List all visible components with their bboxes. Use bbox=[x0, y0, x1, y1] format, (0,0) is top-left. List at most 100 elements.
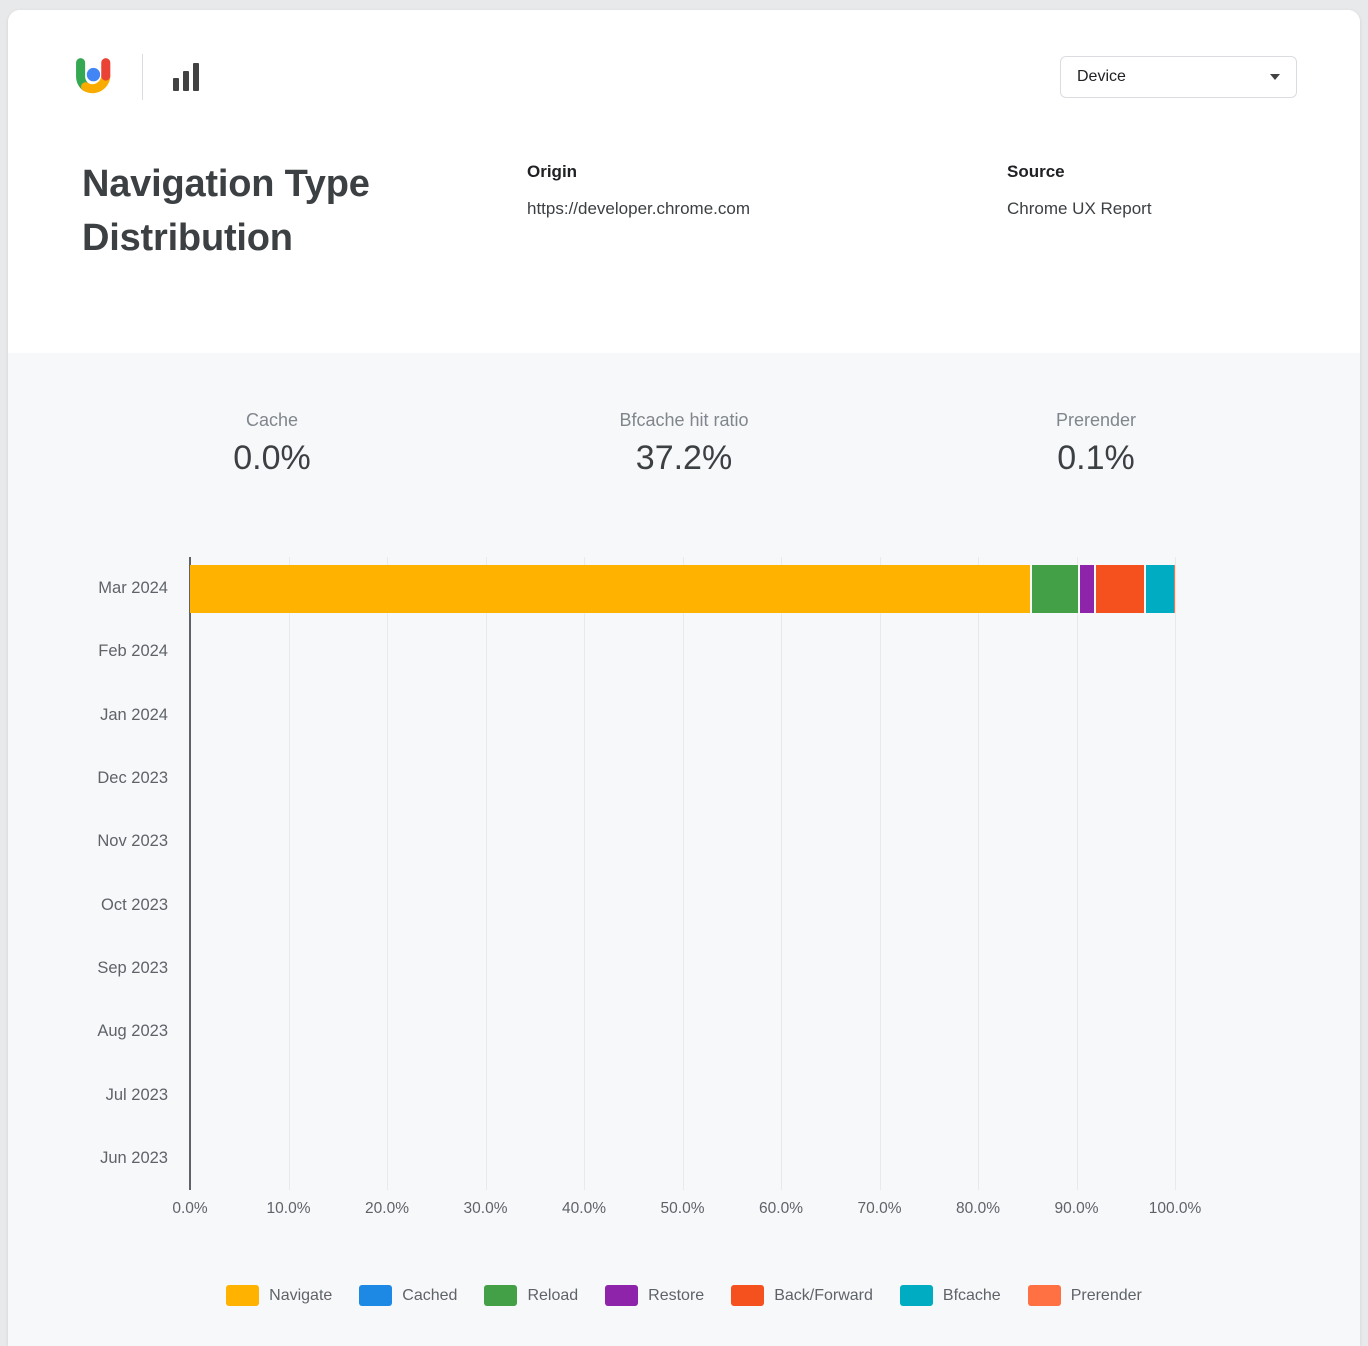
legend-swatch-cached bbox=[359, 1284, 393, 1306]
y-axis-label: Jan 2024 bbox=[100, 705, 168, 724]
legend-item-bfcache[interactable]: Bfcache bbox=[899, 1284, 1001, 1306]
chart-section: Cache 0.0% Bfcache hit ratio 37.2% Prere… bbox=[8, 353, 1360, 1346]
legend-label: Reload bbox=[527, 1286, 579, 1304]
x-axis-tick: 50.0% bbox=[660, 1199, 705, 1217]
page-title: Navigation Type Distribution bbox=[82, 163, 370, 259]
gridline bbox=[682, 557, 684, 1190]
bar-segment-bfcache[interactable] bbox=[1144, 564, 1174, 613]
bar-track bbox=[190, 564, 1175, 613]
chrome-ux-report-logo-icon bbox=[72, 56, 114, 98]
legend-swatch-restore bbox=[605, 1284, 639, 1306]
chart-row-jul-2023: Jul 2023 bbox=[8, 1063, 1175, 1126]
bar-track bbox=[190, 628, 1175, 676]
gridline bbox=[1175, 557, 1176, 1190]
gridline bbox=[584, 557, 585, 1190]
header-section: Device Navigation Type Distribution Orig… bbox=[8, 10, 1360, 353]
bar-track bbox=[190, 1008, 1175, 1056]
y-axis-label: Dec 2023 bbox=[97, 769, 168, 788]
stat-label: Prerender bbox=[1055, 410, 1137, 430]
gridline bbox=[485, 557, 487, 1190]
gridline bbox=[978, 557, 979, 1190]
chart-row-dec-2023: Dec 2023 bbox=[8, 747, 1175, 810]
origin-label: Origin bbox=[527, 162, 578, 181]
y-axis-label: Sep 2023 bbox=[97, 958, 168, 977]
chart-row-sep-2023: Sep 2023 bbox=[8, 937, 1175, 1000]
chart-row-oct-2023: Oct 2023 bbox=[8, 873, 1175, 936]
bar-segment-reload[interactable] bbox=[1030, 564, 1079, 613]
stats-row: Cache 0.0% Bfcache hit ratio 37.2% Prere… bbox=[8, 353, 1360, 478]
bar-chart-icon[interactable] bbox=[171, 62, 201, 92]
legend-item-restore[interactable]: Restore bbox=[605, 1284, 704, 1306]
legend-item-cached[interactable]: Cached bbox=[359, 1284, 458, 1306]
x-axis-tick: 10.0% bbox=[266, 1199, 311, 1217]
stat-value: 0.0% bbox=[233, 439, 311, 477]
y-axis-label: Mar 2024 bbox=[98, 579, 168, 598]
header-divider bbox=[142, 54, 143, 100]
device-dropdown-value: Device bbox=[1077, 68, 1126, 85]
chart-row-feb-2024: Feb 2024 bbox=[8, 620, 1175, 683]
crux-dashboard-card: Device Navigation Type Distribution Orig… bbox=[8, 10, 1360, 1346]
y-axis-label: Jul 2023 bbox=[105, 1085, 168, 1104]
bar-track bbox=[190, 944, 1175, 992]
bar-segment-back-forward[interactable] bbox=[1094, 564, 1145, 613]
chart-row-jan-2024: Jan 2024 bbox=[8, 684, 1175, 747]
legend-swatch-prerender bbox=[1027, 1284, 1061, 1306]
bar-track bbox=[190, 1134, 1175, 1182]
stat-label: Cache bbox=[245, 410, 299, 430]
bar-track bbox=[190, 818, 1175, 866]
stat-cache: Cache 0.0% bbox=[66, 410, 478, 478]
topbar: Device bbox=[8, 10, 1360, 100]
legend-item-reload[interactable]: Reload bbox=[484, 1284, 579, 1306]
legend-label: Bfcache bbox=[942, 1286, 1001, 1304]
grid-overlay bbox=[189, 557, 1176, 1190]
x-axis-tick: 100.0% bbox=[1148, 1199, 1202, 1217]
bar-segment-restore[interactable] bbox=[1078, 564, 1095, 613]
x-axis-tick: 70.0% bbox=[857, 1199, 902, 1217]
bar-track bbox=[190, 755, 1175, 803]
x-axis-tick: 90.0% bbox=[1054, 1199, 1099, 1217]
chart-row-jun-2023: Jun 2023 bbox=[8, 1127, 1175, 1190]
chart-row-mar-2024: Mar 2024 bbox=[8, 557, 1175, 620]
legend-item-back-forward[interactable]: Back/Forward bbox=[731, 1284, 873, 1306]
origin-block: Origin https://developer.chrome.com bbox=[527, 158, 1007, 219]
gridline bbox=[387, 557, 388, 1190]
navigation-type-chart: Mar 2024 Feb 2024 Jan 2024 Dec 2023 Nov 2023… bbox=[8, 557, 1360, 1306]
chart-row-aug-2023: Aug 2023 bbox=[8, 1000, 1175, 1063]
x-axis-tick: 40.0% bbox=[562, 1199, 606, 1217]
x-axis: 0.0% 10.0% 20.0% 30.0% 40.0% 50.0% 60.0% 70.0% 8… bbox=[172, 1199, 1201, 1224]
bar-track bbox=[190, 1071, 1175, 1119]
legend-label: Prerender bbox=[1070, 1286, 1142, 1304]
legend-swatch-navigate bbox=[226, 1284, 260, 1306]
source-value: Chrome UX Report bbox=[1007, 199, 1152, 218]
legend-swatch-reload bbox=[484, 1284, 518, 1306]
legend-item-navigate[interactable]: Navigate bbox=[226, 1284, 333, 1306]
bar-segment-navigate[interactable] bbox=[190, 564, 1031, 613]
y-axis-line bbox=[189, 557, 191, 1190]
gridline bbox=[1076, 557, 1078, 1190]
chevron-down-icon bbox=[1270, 74, 1280, 80]
legend-item-prerender[interactable]: Prerender bbox=[1027, 1284, 1142, 1306]
x-axis-tick: 30.0% bbox=[463, 1199, 508, 1217]
legend-label: Back/Forward bbox=[774, 1286, 873, 1304]
legend-label: Navigate bbox=[269, 1286, 333, 1304]
stat-prerender: Prerender 0.1% bbox=[890, 410, 1302, 478]
bar-segment-prerender[interactable] bbox=[1173, 564, 1175, 613]
y-axis-label: Nov 2023 bbox=[97, 832, 168, 851]
device-dropdown[interactable]: Device bbox=[1060, 56, 1297, 98]
source-block: Source Chrome UX Report bbox=[1007, 158, 1296, 219]
stacked-bar-mar-2024 bbox=[190, 564, 1175, 613]
chart-row-nov-2023: Nov 2023 bbox=[8, 810, 1175, 873]
x-axis-tick: 0.0% bbox=[172, 1199, 208, 1217]
x-axis-tick: 20.0% bbox=[365, 1199, 409, 1217]
origin-value: https://developer.chrome.com bbox=[527, 199, 751, 218]
gridline bbox=[288, 557, 290, 1190]
x-axis-tick: 80.0% bbox=[956, 1199, 1000, 1217]
legend-label: Cached bbox=[402, 1286, 458, 1304]
gridline bbox=[879, 557, 881, 1190]
legend: Navigate Cached Reload Restore Back/Forward B… bbox=[8, 1284, 1360, 1306]
plot-area: Mar 2024 Feb 2024 Jan 2024 Dec 2023 Nov 2023… bbox=[8, 557, 1360, 1190]
x-axis-tick: 60.0% bbox=[759, 1199, 803, 1217]
stat-bfcache-hit-ratio: Bfcache hit ratio 37.2% bbox=[478, 410, 890, 478]
legend-swatch-bfcache bbox=[899, 1284, 933, 1306]
stat-value: 0.1% bbox=[1057, 439, 1135, 477]
